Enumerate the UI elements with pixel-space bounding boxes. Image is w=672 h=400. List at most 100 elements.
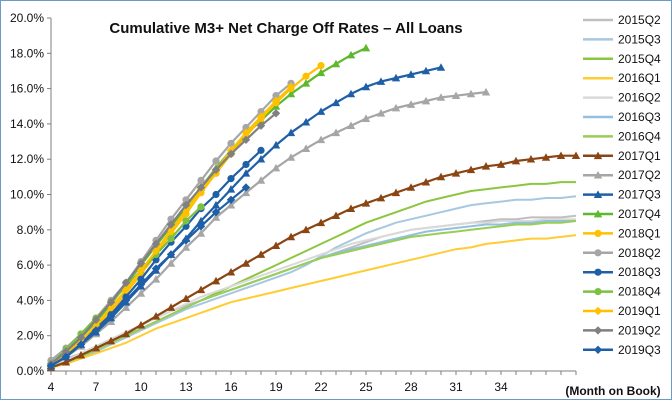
data-point <box>421 96 431 105</box>
data-point <box>181 236 191 245</box>
data-point <box>331 128 341 137</box>
data-point <box>241 169 251 177</box>
data-point <box>421 66 431 75</box>
data-point <box>151 246 161 256</box>
data-point <box>106 312 116 321</box>
legend-label: 2015Q2 <box>618 13 661 27</box>
data-point <box>241 128 251 137</box>
x-tick-label: 34 <box>494 380 508 394</box>
series-2018Q1 <box>47 62 325 370</box>
data-point <box>136 289 146 297</box>
data-point <box>121 303 131 311</box>
data-point <box>227 139 235 147</box>
data-point <box>76 350 86 359</box>
x-tick-label: 13 <box>179 380 193 394</box>
series-line <box>50 214 577 367</box>
data-point <box>301 225 311 234</box>
data-point <box>391 188 401 197</box>
data-point <box>106 297 116 307</box>
data-point <box>226 195 236 204</box>
data-point <box>271 140 281 149</box>
legend-entry: 2019Q2 <box>583 323 661 337</box>
legend-entry: 2016Q4 <box>583 129 661 143</box>
x-tick-label: 16 <box>224 380 238 394</box>
legend-marker <box>593 190 603 198</box>
legend-label: 2018Q1 <box>618 226 661 240</box>
data-point <box>226 185 236 193</box>
legend-label: 2017Q3 <box>618 188 661 202</box>
legend-entry: 2017Q2 <box>583 168 661 182</box>
data-point <box>331 211 341 220</box>
legend-label: 2018Q2 <box>618 246 661 260</box>
x-tick-label: 28 <box>404 380 418 394</box>
data-point <box>91 326 101 335</box>
data-point <box>466 165 476 174</box>
data-point <box>211 200 221 209</box>
data-point <box>182 217 190 225</box>
x-tick-label: 22 <box>314 380 328 394</box>
legend-label: 2019Q3 <box>618 343 661 357</box>
data-point <box>212 157 220 165</box>
data-point <box>76 333 86 342</box>
data-point <box>406 183 416 191</box>
data-point <box>241 135 251 144</box>
series-line <box>50 181 576 369</box>
data-point <box>391 73 401 82</box>
y-tick-label: 14.0% <box>10 117 44 131</box>
data-point <box>181 200 191 210</box>
legend-entry: 2015Q3 <box>583 32 661 46</box>
data-point <box>212 190 220 199</box>
data-point <box>167 235 175 243</box>
data-point <box>331 59 341 68</box>
x-tick-label: 4 <box>48 380 55 394</box>
legend-label: 2017Q4 <box>618 207 661 221</box>
legend-marker <box>594 249 602 257</box>
y-tick-label: 12.0% <box>10 152 44 166</box>
legend-entry: 2018Q3 <box>583 265 661 279</box>
data-point <box>196 183 206 192</box>
data-point <box>302 72 310 80</box>
data-point <box>451 169 461 177</box>
y-tick-label: 20.0% <box>10 11 44 25</box>
data-point <box>166 259 176 267</box>
legend-marker <box>593 171 603 179</box>
data-point <box>481 87 491 96</box>
legend-entry: 2017Q3 <box>583 188 661 202</box>
data-point <box>151 239 161 249</box>
data-point <box>211 207 221 217</box>
legend-entry: 2016Q2 <box>583 91 661 105</box>
data-point <box>481 162 491 170</box>
data-point <box>211 165 221 174</box>
data-point <box>196 216 206 225</box>
plot-area <box>46 43 581 371</box>
data-point <box>271 96 281 106</box>
legend-entry: 2018Q1 <box>583 226 661 240</box>
y-axis: 0.0% 2.0% 4.0% 6.0% 8.0% 10.0% 12.0% 14.0% 16.0%… <box>10 11 52 378</box>
series-2019Q2 <box>46 109 281 369</box>
legend-label: 2016Q1 <box>618 71 661 85</box>
data-point <box>391 103 401 112</box>
data-point <box>316 135 326 144</box>
data-point <box>241 188 251 197</box>
data-point <box>211 213 221 221</box>
legend: 2015Q2 2015Q3 2015Q4 2016Q1 2016Q2 2016Q3 2016… <box>583 13 661 357</box>
data-point <box>571 151 581 160</box>
data-point <box>166 250 176 259</box>
data-point <box>197 203 205 211</box>
legend-entry: 2015Q4 <box>583 52 661 66</box>
series-2016Q1 <box>50 234 577 369</box>
legend-marker <box>593 151 603 160</box>
data-point <box>91 315 101 325</box>
series-line <box>50 112 277 365</box>
data-point <box>361 199 371 207</box>
data-point <box>316 218 326 227</box>
legend-entry: 2017Q4 <box>583 207 661 221</box>
legend-marker <box>593 326 603 335</box>
data-point <box>272 92 280 100</box>
data-point <box>151 312 161 320</box>
data-point <box>121 329 131 338</box>
legend-entry: 2016Q3 <box>583 110 661 124</box>
data-point <box>61 357 71 366</box>
data-point <box>106 336 116 345</box>
